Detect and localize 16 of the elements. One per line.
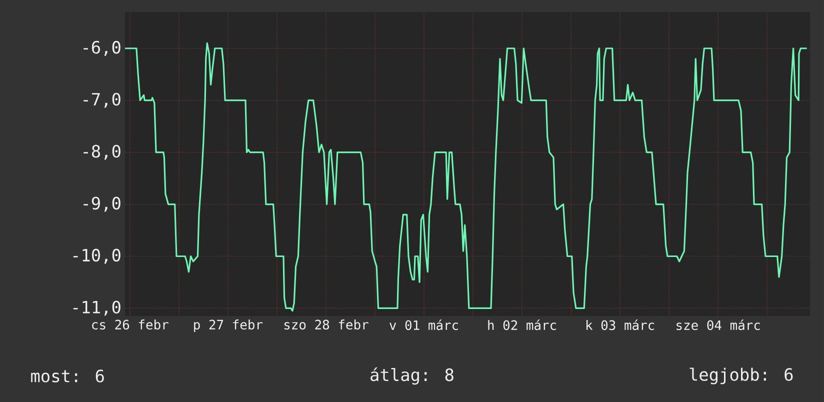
x-tick-label: p 27 febr [194, 320, 263, 332]
text: átlag: 8 [370, 367, 454, 385]
y-tick-label: -7,0 [84, 92, 120, 108]
text: legjobb: 6 [690, 368, 793, 384]
y-tick-label: -11,0 [73, 300, 120, 316]
y-tick-label: -6,0 [84, 40, 120, 56]
text: most: 6 [31, 370, 104, 382]
x-tick-label: k 03 márc [586, 320, 654, 330]
x-tick-label: szo 28 febr [284, 320, 368, 330]
x-tick-label: v 01 márc [390, 320, 458, 330]
y-tick-label: -10,0 [73, 248, 120, 264]
y-tick-label: -9,0 [84, 196, 120, 212]
y-tick-label: -8,0 [84, 144, 120, 160]
x-tick-label: h 02 márc [488, 320, 556, 330]
x-tick-label: sze 04 márc [676, 320, 760, 330]
x-tick-label: cs 26 febr [92, 320, 168, 330]
